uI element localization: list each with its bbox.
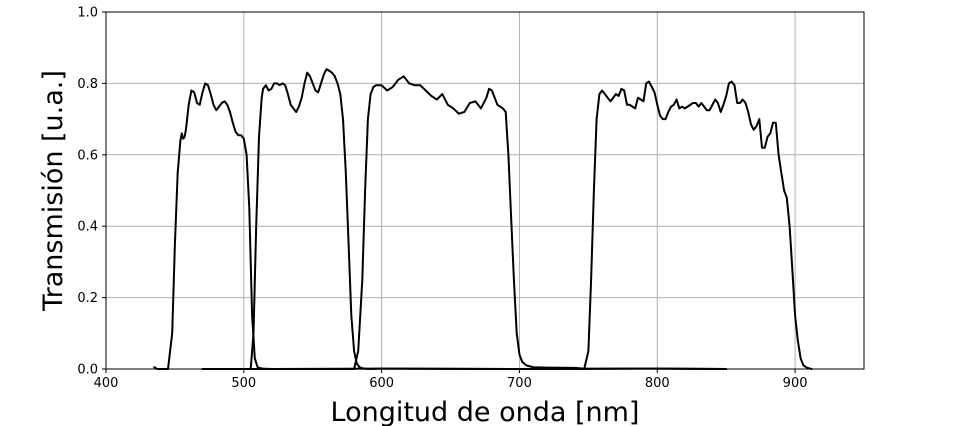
x-tick-label: 900 (783, 376, 808, 391)
y-tick-label: 0.0 (77, 363, 98, 378)
y-tick-label: 0.8 (77, 77, 98, 92)
series-line-2 (201, 68, 728, 370)
series-layer (153, 68, 813, 370)
x-tick-label: 500 (231, 376, 256, 391)
x-tick-label: 400 (94, 376, 119, 391)
series-line-1 (153, 82, 728, 370)
y-axis-label: Transmisión [u.a.] (38, 70, 69, 312)
x-tick-label: 600 (369, 376, 394, 391)
ticks: 400 500 600 700 800 900 0.0 0.2 0.4 0.6 0.8 1.0 (77, 6, 807, 392)
y-tick-label: 0.2 (77, 291, 98, 306)
series-line-4 (573, 80, 813, 370)
x-tick-label: 700 (507, 376, 532, 391)
y-tick-label: 1.0 (77, 6, 98, 21)
y-tick-label: 0.4 (77, 220, 98, 235)
grid (106, 12, 864, 369)
y-tick-label: 0.6 (77, 148, 98, 163)
x-axis-label: Longitud de onda [nm] (331, 397, 640, 426)
plot-frame (105, 11, 865, 370)
series-line-3 (201, 75, 590, 370)
x-tick-label: 800 (645, 376, 670, 391)
